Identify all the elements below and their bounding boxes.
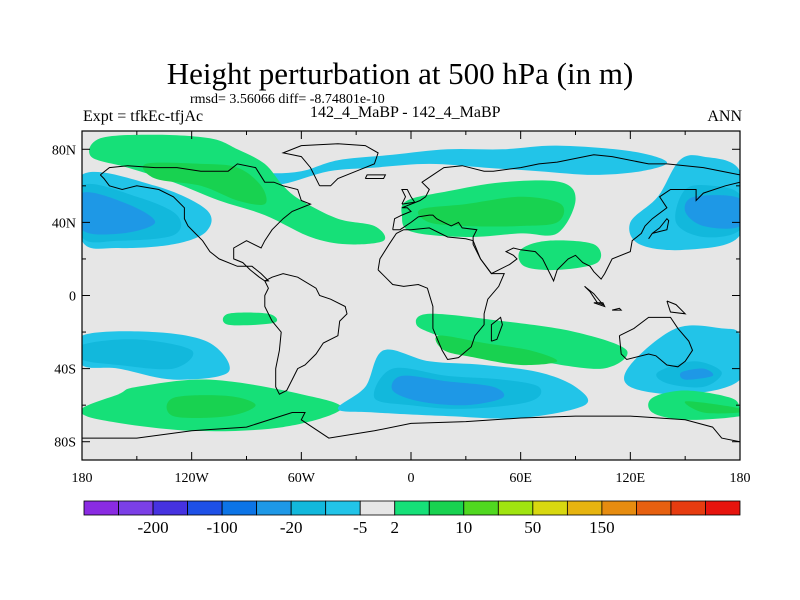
coastline-10 [584, 286, 605, 306]
colorbar-box [636, 500, 672, 516]
colorbar-box [221, 500, 258, 516]
y-tick-label: 80N [52, 143, 76, 158]
colorbar-box [428, 500, 465, 516]
colorbar-box [670, 500, 706, 516]
y-tick-label: 80S [54, 436, 76, 451]
contour-region-6 [209, 145, 668, 186]
contour-region-23 [684, 401, 740, 414]
colorbar-box [566, 500, 603, 516]
contour-fields [82, 134, 740, 432]
colorbar-box [118, 500, 154, 516]
colorbar-box [359, 500, 396, 516]
colorbar-box [325, 500, 361, 516]
contour-region-19 [222, 312, 278, 326]
coastline-6 [82, 412, 740, 443]
contour-region-2 [82, 192, 156, 235]
coastline-2 [281, 143, 379, 187]
x-tick-label: 120E [616, 471, 646, 486]
contour-region-17 [417, 196, 565, 227]
experiment-label: Expt = tfkEc-tfjAc [83, 108, 204, 125]
colorbar-box [394, 500, 430, 516]
season-label: ANN [707, 108, 742, 125]
page-title: Height perturbation at 500 hPa (in m) [166, 56, 634, 91]
contour-region-20 [415, 313, 628, 369]
colorbar-label: -200 [138, 518, 169, 537]
colorbar-box [290, 500, 327, 516]
coastline-3 [377, 227, 505, 361]
case-pair-label: 142_4_MaBP - 142_4_MaBP [310, 104, 501, 121]
coastline-4 [392, 154, 740, 283]
colorbar-label: 150 [589, 518, 615, 537]
contour-region-15 [142, 162, 267, 205]
colorbar-box [532, 500, 568, 516]
contour-region-26 [391, 375, 505, 406]
stats-label: rmsd= 3.56066 diff= -8.74801e-10 [190, 92, 385, 107]
contour-region-21 [435, 335, 558, 366]
y-tick-label: 40N [52, 216, 76, 231]
colorbar-label: 50 [524, 518, 541, 537]
coastline-5 [618, 316, 694, 368]
coastline-9 [648, 217, 670, 240]
coastline-8 [490, 316, 503, 342]
contour-region-13 [166, 395, 256, 419]
x-tick-label: 120W [175, 471, 210, 486]
colorbar-label: -5 [353, 518, 367, 537]
coastline-14 [593, 302, 606, 308]
colorbar-label: -100 [207, 518, 238, 537]
colorbar-box [601, 500, 637, 516]
contour-region-18 [518, 240, 602, 271]
x-tick-label: 60E [509, 471, 532, 486]
coastline-13 [364, 174, 387, 179]
x-tick-label: 0 [408, 471, 415, 486]
coastline-7 [401, 189, 416, 205]
colorbar-box [187, 500, 223, 516]
y-tick-label: 0 [69, 290, 76, 305]
x-tick-label: 60W [288, 471, 316, 486]
coastline-12 [666, 300, 687, 315]
colorbar-box [152, 500, 188, 516]
coastline-1 [264, 273, 348, 395]
colorbar-box [705, 500, 741, 516]
contour-region-8 [82, 339, 194, 370]
coastline-11 [611, 307, 623, 311]
coastline-0 [99, 163, 312, 282]
colorbar-label: -20 [280, 518, 303, 537]
colorbar-label: 2 [390, 518, 399, 537]
colorbar-box [497, 500, 534, 516]
colorbar-box [463, 500, 499, 516]
colorbar: -200 -100 -20 -5 2 10 50 150 [83, 500, 741, 537]
colorbar-box [256, 500, 292, 516]
x-tick-label: 180 [72, 471, 93, 486]
contour-region-5 [684, 195, 740, 229]
colorbar-box [83, 500, 119, 516]
coastlines [82, 143, 740, 443]
colorbar-label: 10 [455, 518, 472, 537]
x-tick-label: 180 [730, 471, 751, 486]
contour-region-11 [679, 368, 714, 380]
axis-ticks: 180 120W 60W 0 60E 120E 180 80N 40N 0 40S 80S [52, 131, 751, 486]
y-tick-label: 40S [54, 363, 76, 378]
